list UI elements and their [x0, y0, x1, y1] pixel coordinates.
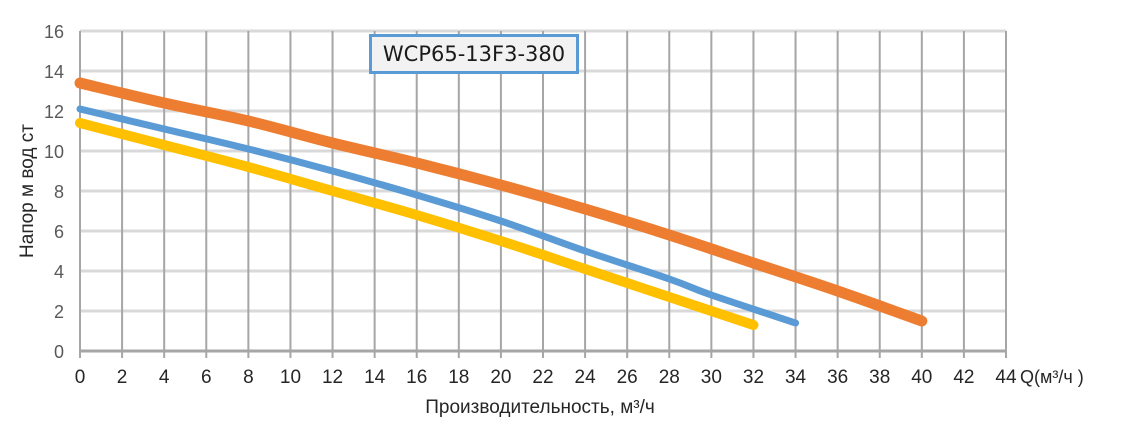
x-tick-label: 12 [322, 367, 343, 388]
x-tick-label: 28 [659, 367, 680, 388]
x-tick-label: 40 [911, 367, 932, 388]
x-tick-label: 18 [448, 367, 469, 388]
series-blue-line [76, 105, 800, 327]
y-tick-label: 8 [54, 182, 64, 202]
x-tick-label: 26 [617, 367, 638, 388]
x-tick-label: 14 [364, 367, 386, 388]
y-tick-label: 4 [54, 262, 64, 282]
x-tick-label: 10 [280, 367, 301, 388]
y-tick-label: 16 [44, 22, 64, 42]
x-tick-label: 42 [953, 367, 974, 388]
x-tick-label: 16 [406, 367, 427, 388]
x-tick-label: 44 [995, 367, 1017, 388]
x-axis-ticks: 0 2 4 6 8 10 12 14 16 18 20 22 24 26 28 30 32 34 36 38 40 42 4… [75, 367, 1017, 388]
y-axis-ticks: 0 2 4 6 8 10 12 14 16 [44, 22, 64, 362]
x-tick-label: 2 [117, 367, 128, 388]
y-tick-label: 2 [54, 302, 64, 322]
y-tick-label: 12 [44, 102, 64, 122]
series-yellow-line [75, 118, 759, 330]
x-tick-label: 8 [243, 367, 254, 388]
y-tick-label: 0 [54, 342, 64, 362]
x-tick-label: 4 [159, 367, 170, 388]
y-axis-title: Напор м вод ст [17, 124, 38, 258]
x-axis-unit-label: Q(м³/ч ) [1020, 367, 1084, 387]
series-orange-line [74, 77, 928, 327]
x-tick-label: 38 [869, 367, 890, 388]
series-lines [74, 77, 928, 330]
x-tick-label: 24 [575, 367, 597, 388]
x-tick-label: 20 [490, 367, 511, 388]
x-tick-label: 22 [532, 367, 553, 388]
x-tick-label: 32 [743, 367, 764, 388]
x-tick-label: 6 [201, 367, 212, 388]
y-tick-label: 10 [44, 142, 64, 162]
x-axis-title: Производительность, м³/ч [425, 397, 655, 418]
y-tick-label: 6 [54, 222, 64, 242]
chart-title: WCP65-13F3-380 [369, 34, 579, 74]
y-tick-label: 14 [44, 62, 64, 82]
x-tick-label: 0 [75, 367, 86, 388]
x-tick-label: 30 [701, 367, 722, 388]
x-tick-label: 34 [785, 367, 807, 388]
grid [79, 29, 1007, 358]
x-tick-label: 36 [827, 367, 848, 388]
